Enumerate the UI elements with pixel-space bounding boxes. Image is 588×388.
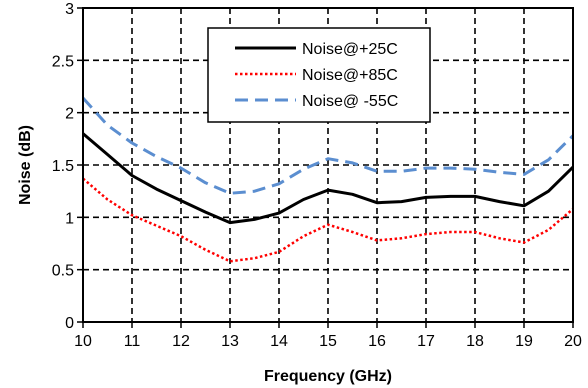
series-line-1 xyxy=(82,132,575,225)
series-line-3 xyxy=(81,96,575,195)
x-tick-label: 19 xyxy=(515,333,533,350)
x-tick-label: 14 xyxy=(270,333,288,350)
tick-labels: 10 11 12 13 14 15 16 17 18 19 20 0 0.5 1 1.5 2 2.5 3 xyxy=(52,1,582,350)
x-tick-label: 17 xyxy=(417,333,435,350)
series-lines xyxy=(81,96,575,263)
x-tick-label: 18 xyxy=(466,333,484,350)
x-tick-label: 20 xyxy=(564,333,582,350)
y-tick-label: 1 xyxy=(65,210,74,227)
legend: Noise@+25C Noise@+85C Noise@ -55C xyxy=(207,27,431,123)
legend-label-1: Noise@+25C xyxy=(302,41,398,58)
x-tick-label: 11 xyxy=(124,333,141,350)
x-axis-title: Frequency (GHz) xyxy=(264,368,392,385)
x-tick-label: 13 xyxy=(221,333,239,350)
y-tick-label: 2.5 xyxy=(52,53,74,70)
x-tick-label: 12 xyxy=(172,333,190,350)
series-line-2 xyxy=(82,177,574,263)
y-tick-label: 1.5 xyxy=(52,158,74,175)
legend-label-3: Noise@ -55C xyxy=(302,93,398,110)
x-tick-label: 15 xyxy=(319,333,337,350)
x-tick-label: 10 xyxy=(74,333,92,350)
y-tick-label: 0 xyxy=(65,315,74,332)
y-axis-title: Noise (dB) xyxy=(17,125,34,205)
y-tick-label: 0.5 xyxy=(52,263,74,280)
y-tick-label: 3 xyxy=(65,1,74,18)
y-tick-label: 2 xyxy=(65,106,74,123)
legend-label-2: Noise@+85C xyxy=(302,67,398,84)
x-tick-label: 16 xyxy=(368,333,386,350)
